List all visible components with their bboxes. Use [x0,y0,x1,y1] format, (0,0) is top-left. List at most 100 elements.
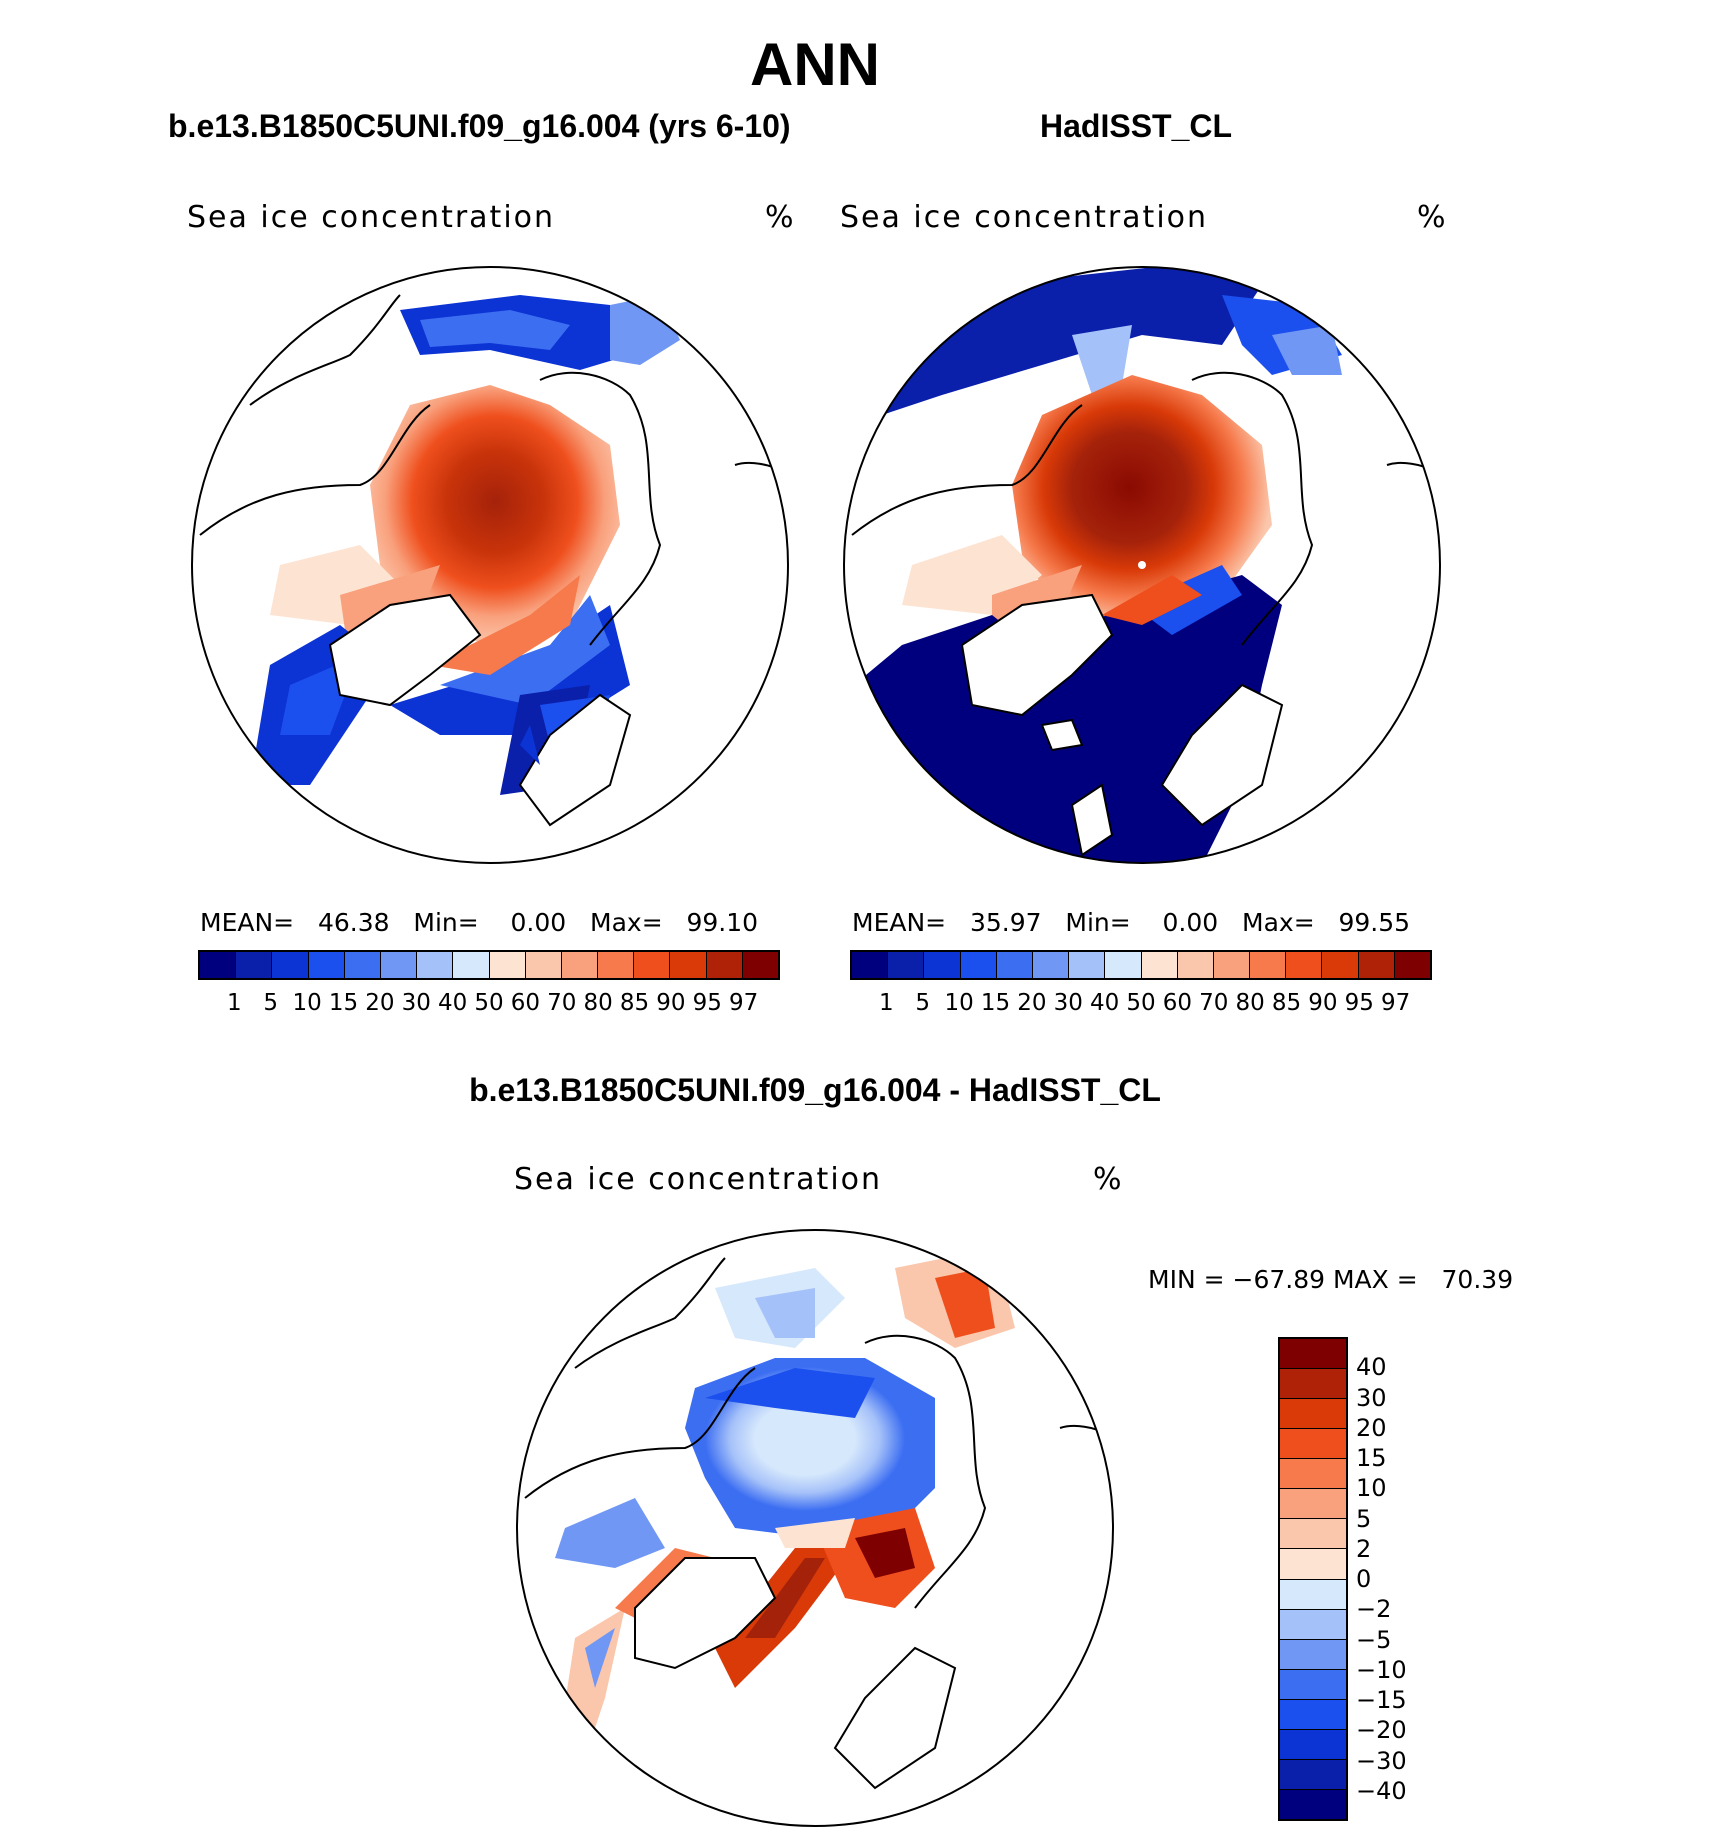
panel2-max-value: 99.55 [1338,908,1411,937]
panel2-variable-label: Sea ice concentration [840,200,1209,235]
colorbar-swatch [1394,952,1430,978]
colorbar-swatch [960,952,997,978]
colorbar-tick-label: 60 [1162,990,1193,1016]
panel3-variable-label: Sea ice concentration [514,1162,883,1197]
colorbar-tick-label: 85 [619,990,650,1016]
colorbar-tick-label: 10 [944,990,974,1016]
colorbar-tick-label: 1 [879,990,894,1016]
colorbar-swatch [1280,1699,1346,1730]
colorbar-tick-label: 10 [292,990,322,1016]
colorbar-swatch [344,952,381,978]
colorbar-tick-label: −10 [1356,1655,1407,1684]
colorbar-swatch [1280,1759,1346,1790]
panel2-units-label: % [1417,200,1448,235]
colorbar-tick-label: 20 [1017,990,1047,1016]
panel2-colorbar-ticks: 1 5 10 15 20 30 40 50 60 70 80 85 90 95 97 [850,990,1432,1020]
colorbar-tick-label: −15 [1356,1686,1407,1714]
panel3-min-label: MIN = [1148,1265,1225,1294]
colorbar-tick-label: 80 [1235,990,1265,1016]
colorbar-tick-label: 50 [474,990,504,1016]
colorbar-tick-label: 95 [692,990,722,1016]
panel2-min-value: 0.00 [1162,908,1219,937]
panel2-min-label: Min= [1065,908,1131,937]
panel1-units-label: % [765,200,796,235]
colorbar-swatch [1105,952,1142,978]
colorbar-tick-label: 20 [365,990,395,1016]
colorbar-swatch [706,952,743,978]
panel3-colorbar-ticks: 40 30 20 15 10 5 2 0 −2 −5 −10 −15 −20 −30 −40 [1356,1337,1436,1821]
colorbar-swatch [1280,1339,1346,1370]
colorbar-tick-label: 0 [1356,1565,1372,1593]
colorbar-swatch [453,952,490,978]
colorbar-swatch [1280,1489,1346,1520]
colorbar-swatch [670,952,707,978]
colorbar-swatch [489,952,526,978]
colorbar-tick-label: 60 [510,990,541,1016]
panel3-stats: MIN = −67.89 MAX = 70.39 [1148,1265,1513,1294]
panel1-stats: MEAN= 46.38 Min= 0.00 Max= 99.10 [200,908,758,937]
colorbar-swatch [1141,952,1178,978]
colorbar-swatch [308,952,345,978]
colorbar-swatch [1280,1519,1346,1550]
colorbar-swatch [561,952,599,978]
colorbar-swatch [888,952,925,978]
colorbar-swatch [1280,1429,1346,1460]
colorbar-tick-label: 50 [1126,990,1156,1016]
panel1-title: b.e13.B1850C5UNI.f09_g16.004 (yrs 6-10) [168,108,791,144]
colorbar-swatch [634,952,671,978]
panel2-stats: MEAN= 35.97 Min= 0.00 Max= 99.55 [852,908,1410,937]
colorbar-swatch [1280,1669,1346,1700]
colorbar-swatch [996,952,1033,978]
colorbar-tick-label: 95 [1344,990,1374,1016]
panel2-polar-map [843,266,1441,864]
colorbar-swatch [1280,1609,1346,1640]
colorbar-swatch [598,952,635,978]
colorbar-swatch [1280,1789,1346,1819]
colorbar-tick-label: 10 [1356,1474,1387,1503]
colorbar-swatch [742,952,778,978]
colorbar-swatch [924,952,961,978]
colorbar-tick-label: 5 [1356,1504,1372,1533]
colorbar-swatch [1280,1729,1346,1760]
panel3-title: b.e13.B1850C5UNI.f09_g16.004 - HadISST_C… [469,1072,1161,1108]
colorbar-swatch [1280,1369,1346,1400]
colorbar-swatch [525,952,562,978]
panel1-min-label: Min= [413,908,479,937]
colorbar-tick-label: 90 [1308,990,1338,1016]
colorbar-swatch [236,952,273,978]
colorbar-tick-label: 85 [1271,990,1302,1016]
colorbar-tick-label: 40 [437,990,468,1016]
colorbar-swatch [1069,952,1106,978]
colorbar-tick-label: −20 [1356,1716,1407,1745]
colorbar-swatch [1280,1459,1346,1490]
panel1-max-label: Max= [590,908,663,937]
colorbar-tick-label: 2 [1356,1534,1372,1563]
colorbar-tick-label: 15 [328,990,359,1016]
colorbar-swatch [200,952,237,978]
colorbar-tick-label: 30 [401,990,431,1016]
colorbar-swatch [380,952,418,978]
colorbar-swatch [1280,1639,1346,1670]
colorbar-swatch [1280,1579,1346,1610]
colorbar-tick-label: 40 [1356,1353,1387,1382]
panel2-mean-value: 35.97 [969,908,1042,937]
panel3-polar-map [516,1229,1114,1827]
colorbar-tick-label: −30 [1356,1746,1407,1775]
panel3-min-value: −67.89 [1232,1265,1326,1294]
panel2-mean-label: MEAN= [852,908,947,937]
colorbar-swatch [1286,952,1323,978]
colorbar-tick-label: 97 [1380,990,1411,1016]
colorbar-swatch [1177,952,1214,978]
colorbar-tick-label: −40 [1356,1776,1407,1805]
colorbar-tick-label: −5 [1356,1625,1392,1654]
colorbar-tick-label: 40 [1089,990,1120,1016]
colorbar-swatch [1213,952,1251,978]
colorbar-swatch [417,952,454,978]
panel1-min-value: 0.00 [510,908,567,937]
colorbar-swatch [852,952,889,978]
colorbar-swatch [272,952,309,978]
colorbar-tick-label: 70 [547,990,577,1016]
colorbar-tick-label: 20 [1356,1413,1387,1442]
panel1-polar-map [191,266,789,864]
colorbar-swatch [1358,952,1395,978]
